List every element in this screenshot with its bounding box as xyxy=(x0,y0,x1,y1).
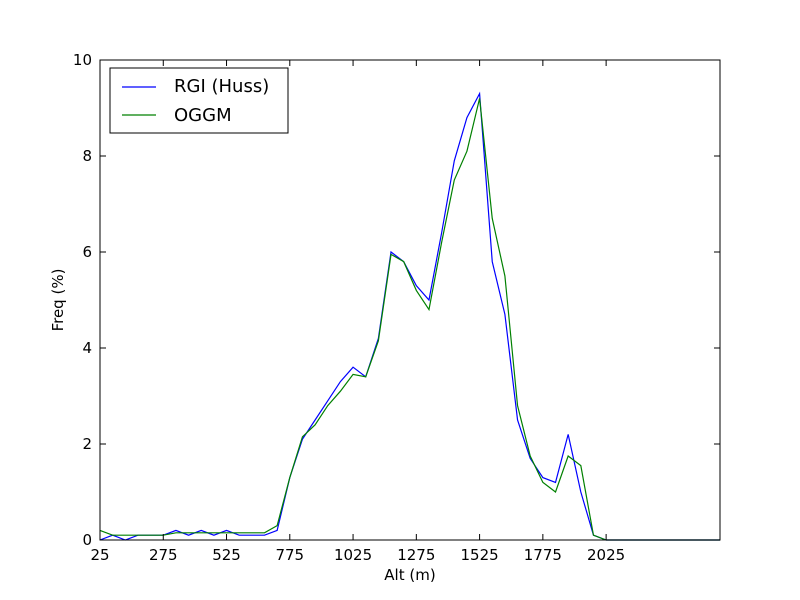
x-tick-label: 525 xyxy=(212,546,241,564)
x-tick-label: 1525 xyxy=(460,546,498,564)
y-tick-label: 10 xyxy=(73,51,92,69)
legend-box xyxy=(109,67,289,134)
y-tick-label: 0 xyxy=(82,531,92,549)
x-tick-label: 25 xyxy=(90,546,109,564)
x-tick-label: 775 xyxy=(275,546,304,564)
legend: RGI (Huss) OGGM xyxy=(109,67,289,134)
x-tick-label: 2025 xyxy=(587,546,625,564)
y-tick-label: 4 xyxy=(82,339,92,357)
x-axis-label: Alt (m) xyxy=(384,566,435,584)
tick-label-layer: 25 275 525 775 1025 1275 1525 1775 2025 0 2 4 6 8 10 xyxy=(73,51,625,564)
legend-label-rgi: RGI (Huss) xyxy=(174,76,269,97)
y-tick-label: 2 xyxy=(82,435,92,453)
y-tick-label: 6 xyxy=(82,243,92,261)
legend-label-oggm: OGGM xyxy=(174,105,232,126)
plot-area-frame xyxy=(99,59,721,541)
x-tick-label: 1775 xyxy=(524,546,562,564)
x-tick-label: 1025 xyxy=(334,546,372,564)
x-tick-label: 275 xyxy=(149,546,178,564)
y-tick-label: 8 xyxy=(82,147,92,165)
y-axis-label: Freq (%) xyxy=(49,269,67,332)
x-tick-label: 1275 xyxy=(397,546,435,564)
